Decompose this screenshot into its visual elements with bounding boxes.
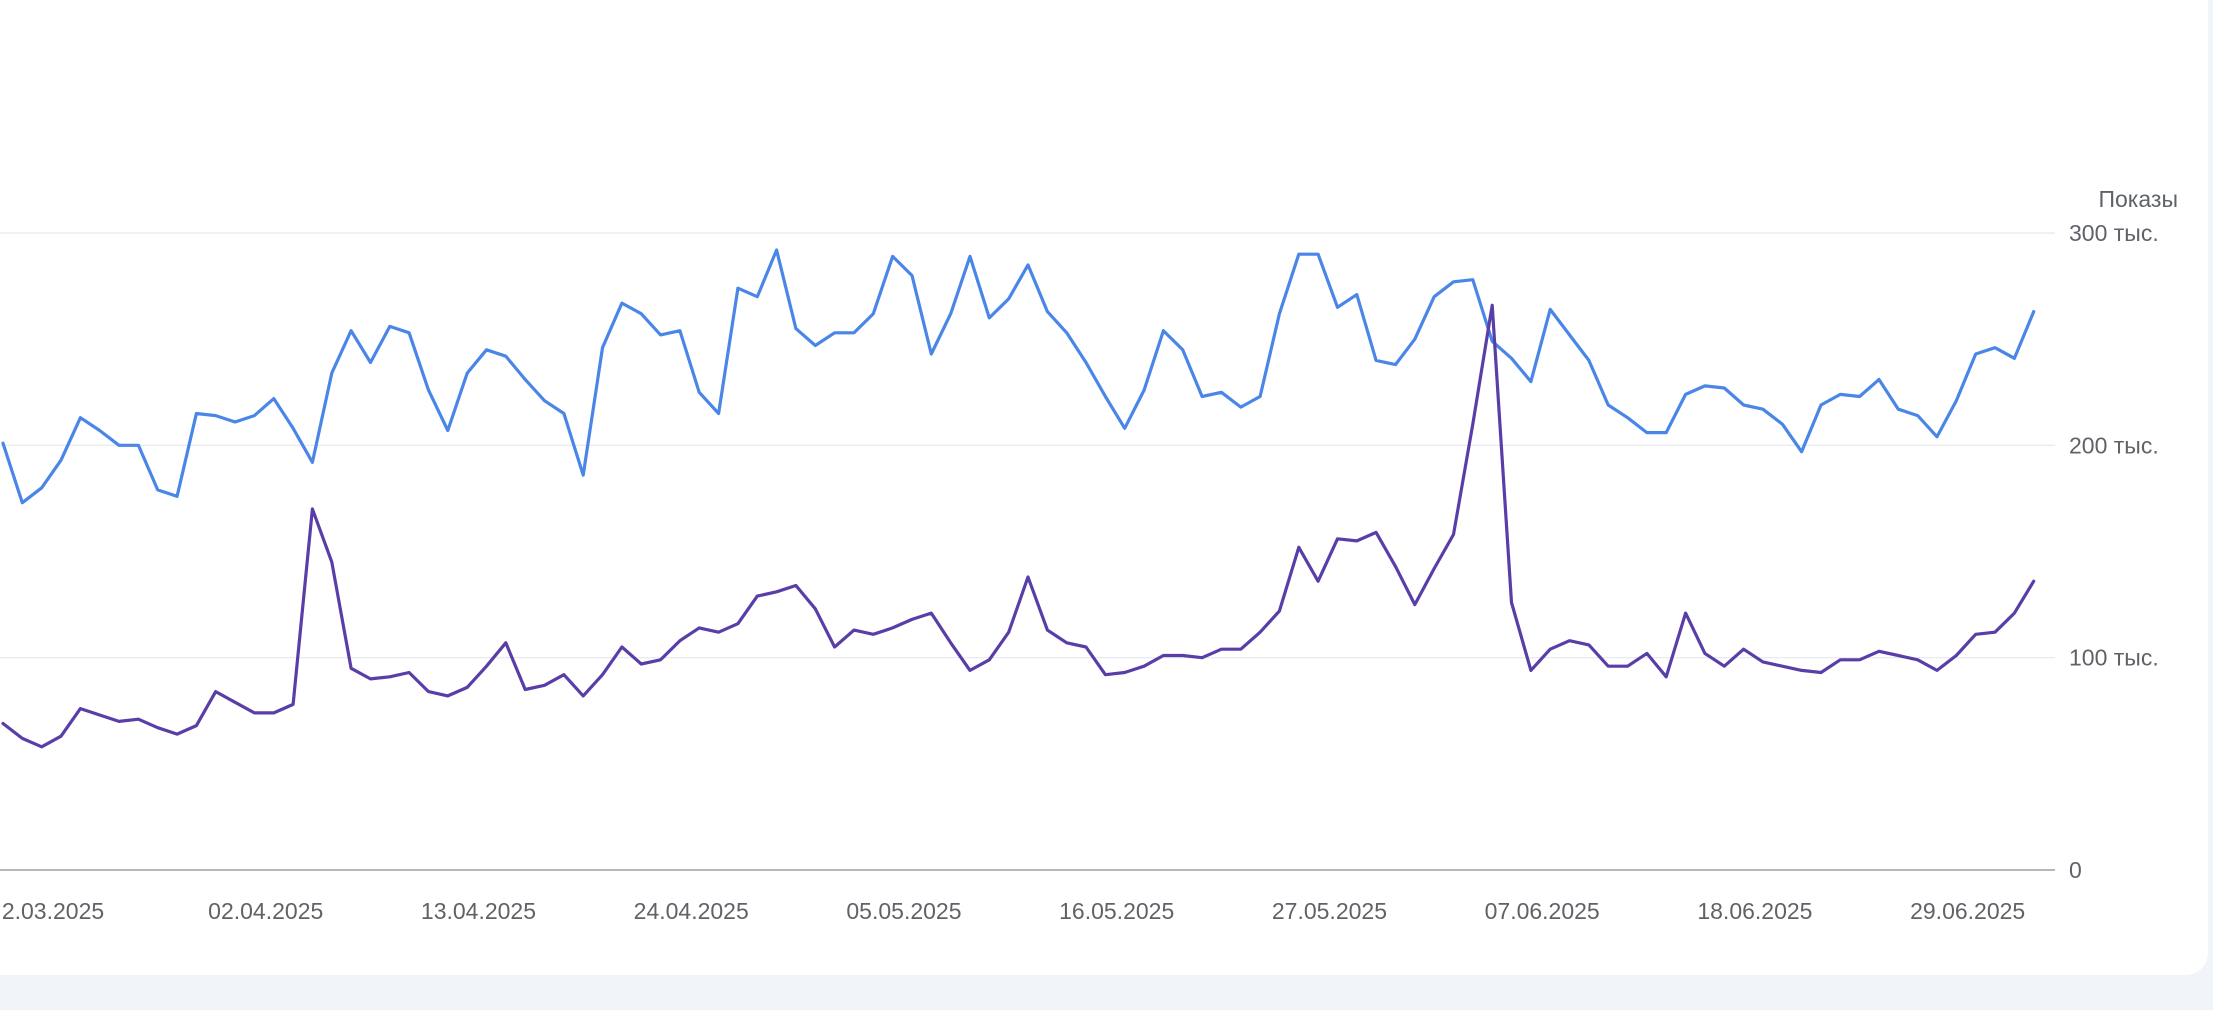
chart-card: 0 100 тыс. 200 тыс. 300 тыс. 2.03.2025 02.04…	[0, 0, 2208, 975]
y-tick-label: 100 тыс.	[2069, 645, 2159, 671]
x-tick-label: 16.05.2025	[1059, 898, 1174, 924]
series-line-2	[1, 303, 2036, 749]
x-tick-label: 18.06.2025	[1697, 898, 1812, 924]
x-tick-label: 24.04.2025	[634, 898, 749, 924]
x-tick-label: 2.03.2025	[2, 898, 104, 924]
x-tick-label: 07.06.2025	[1485, 898, 1600, 924]
x-tick-label: 05.05.2025	[846, 898, 961, 924]
y-tick-label: 200 тыс.	[2069, 432, 2159, 458]
x-tick-label: 29.06.2025	[1910, 898, 2025, 924]
y-tick-label: 300 тыс.	[2069, 220, 2159, 246]
y-tick-label: 0	[2069, 857, 2082, 883]
series-line-1	[1, 248, 2036, 505]
x-tick-label: 27.05.2025	[1272, 898, 1387, 924]
x-tick-label: 13.04.2025	[421, 898, 536, 924]
y-axis-title: Показы	[2098, 186, 2178, 212]
x-tick-label: 02.04.2025	[208, 898, 323, 924]
